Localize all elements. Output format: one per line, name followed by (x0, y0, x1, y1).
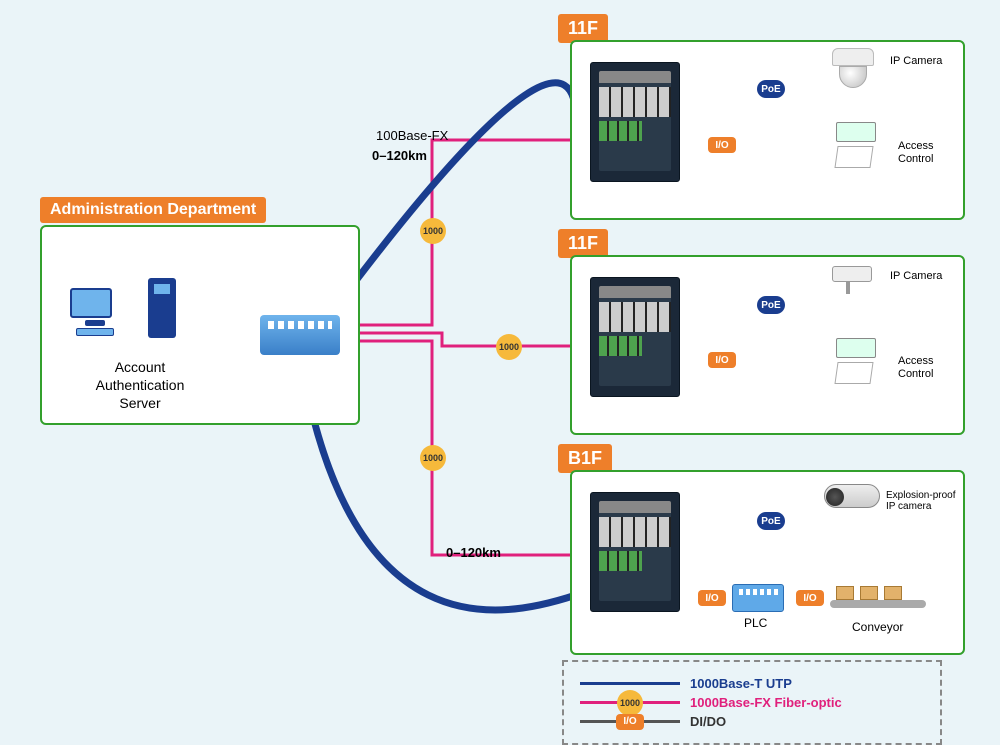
fiber-speed-badge-0: 1000 (420, 218, 446, 244)
floor-tag-2: B1F (558, 444, 612, 473)
io-badge-2: I/O (698, 590, 726, 606)
floor-tag-1: 11F (558, 229, 608, 258)
legend-row-1: 10001000Base-FX Fiber-optic (580, 695, 924, 710)
admin-tag: Administration Department (40, 197, 266, 223)
floor-tag-0: 11F (558, 14, 608, 43)
access-control-icon-1 (836, 338, 884, 394)
fiber-range-label-1: 0–120km (446, 545, 501, 560)
ip-camera-box-icon (832, 266, 882, 294)
legend-label-0: 1000Base-T UTP (690, 676, 792, 691)
legend-label-1: 1000Base-FX Fiber-optic (690, 695, 842, 710)
diagram-canvas: Administration Department Account Authen… (0, 0, 1000, 738)
poe-badge-0: PoE (757, 80, 785, 98)
camera-label-2: Explosion-proof IP camera (886, 490, 966, 512)
ip-camera-dome-icon (832, 48, 874, 90)
fiber-speed-badge-1: 1000 (496, 334, 522, 360)
access-label-1: Access Control (898, 355, 933, 381)
poe-badge-1: PoE (757, 296, 785, 314)
core-switch-icon (260, 315, 340, 355)
access-control-icon-0 (836, 122, 884, 178)
floor-switch-2 (590, 492, 680, 612)
poe-badge-2: PoE (757, 512, 785, 530)
floor-switch-1 (590, 277, 680, 397)
fx-label: 100Base-FX (376, 128, 448, 143)
legend-row-2: I/ODI/DO (580, 714, 924, 729)
explosion-proof-camera-icon (824, 484, 880, 514)
legend-box: 1000Base-T UTP 10001000Base-FX Fiber-opti… (562, 660, 942, 745)
io-badge-3: I/O (796, 590, 824, 606)
access-label-0: Access Control (898, 140, 933, 166)
server-icon (148, 278, 176, 338)
pc-icon (70, 288, 120, 338)
fiber-speed-badge-2: 1000 (420, 445, 446, 471)
fiber-range-label-0: 0–120km (372, 148, 427, 163)
camera-label-0: IP Camera (890, 55, 942, 67)
admin-caption: Account Authentication Server (80, 358, 200, 413)
plc-label: PLC (744, 616, 767, 630)
camera-label-1: IP Camera (890, 270, 942, 282)
legend-label-2: DI/DO (690, 714, 726, 729)
conveyor-icon (830, 576, 926, 616)
conveyor-label: Conveyor (852, 620, 903, 634)
plc-icon (732, 584, 784, 612)
io-badge-1: I/O (708, 352, 736, 368)
floor-switch-0 (590, 62, 680, 182)
io-badge-0: I/O (708, 137, 736, 153)
